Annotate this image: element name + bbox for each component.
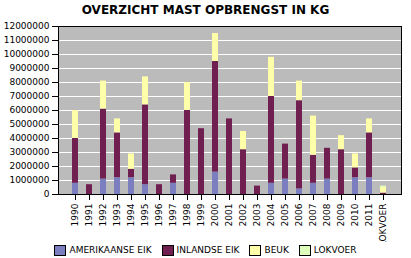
svg-text:4000000: 4000000: [9, 133, 49, 143]
html-text:AMERIKAANSE EIK: AMERIKAANSE EIK: [69, 245, 152, 255]
svg-text:2000: 2000: [210, 203, 220, 226]
svg-text:6000000: 6000000: [9, 105, 49, 115]
svg-text:5000000: 5000000: [9, 119, 49, 129]
svg-text:1991: 1991: [84, 204, 94, 227]
svg-text:1993: 1993: [112, 204, 122, 227]
html-text:LOKVOER: LOKVOER: [313, 245, 357, 255]
svg-text:3000000: 3000000: [9, 147, 49, 157]
svg-text:8000000: 8000000: [9, 77, 49, 87]
svg-text:0: 0: [44, 189, 50, 199]
svg-text:1998: 1998: [182, 203, 192, 226]
svg-text:2007: 2007: [308, 204, 318, 227]
svg-text:2003: 2003: [252, 204, 262, 227]
svg-text:1990: 1990: [70, 203, 80, 226]
svg-text:2000000: 2000000: [9, 161, 49, 171]
svg-text:2008: 2008: [322, 203, 332, 226]
svg-text:2011: 2011: [364, 204, 374, 227]
svg-text:1994: 1994: [126, 203, 136, 226]
svg-text:2005: 2005: [280, 204, 290, 227]
svg-text:1997: 1997: [168, 204, 178, 227]
svg-text:1996: 1996: [154, 203, 164, 226]
svg-text:9000000: 9000000: [9, 63, 49, 73]
svg-text:1000000: 1000000: [9, 175, 49, 185]
html-text:OVERZICHT MAST OPBRENGST IN KG: OVERZICHT MAST OPBRENGST IN KG: [81, 3, 330, 17]
html-text:BEUK: BEUK: [264, 245, 289, 255]
svg-text:2001: 2001: [224, 204, 234, 227]
svg-text:11000000: 11000000: [4, 35, 50, 45]
svg-text:2009: 2009: [336, 203, 346, 226]
svg-text:7000000: 7000000: [9, 91, 49, 101]
svg-text:2006: 2006: [294, 203, 304, 226]
html-text:INLANDSE EIK: INLANDSE EIK: [176, 245, 240, 255]
svg-text:LOKVOER: LOKVOER: [378, 204, 388, 243]
svg-text:12000000: 12000000: [4, 21, 50, 31]
svg-text:1995: 1995: [140, 204, 150, 227]
svg-text:2010: 2010: [350, 203, 360, 226]
svg-text:10000000: 10000000: [4, 49, 50, 59]
svg-text:2004: 2004: [266, 203, 276, 226]
svg-text:1992: 1992: [98, 204, 108, 227]
svg-text:2002: 2002: [238, 204, 248, 227]
svg-text:1999: 1999: [196, 203, 206, 226]
